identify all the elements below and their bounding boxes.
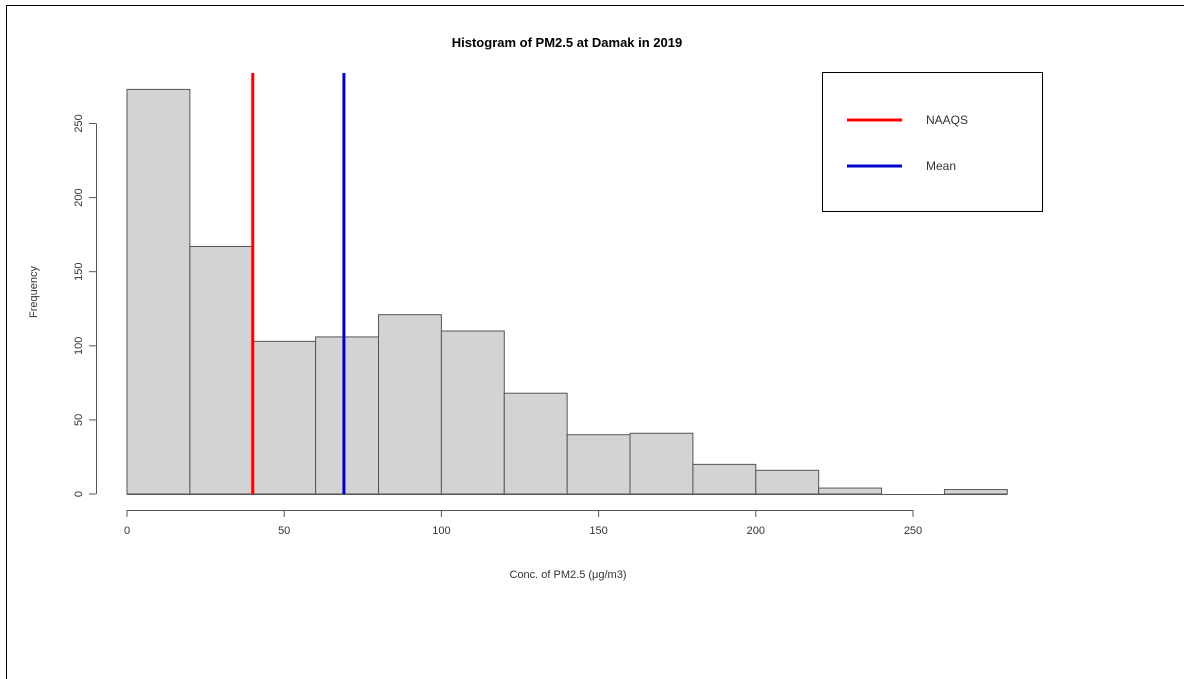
histogram-bar-10 bbox=[755, 469, 820, 495]
x-tick-label-0: 0 bbox=[124, 525, 130, 537]
y-axis: 0 50 100 150 200 250 bbox=[73, 114, 97, 497]
x-tick-label-100: 100 bbox=[432, 525, 450, 537]
legend-label-naaqs: NAAQS bbox=[926, 113, 968, 127]
x-axis: 0 50 100 150 200 250 bbox=[124, 510, 922, 537]
histogram-bar-13 bbox=[943, 489, 1008, 495]
y-tick-label-200: 200 bbox=[73, 188, 85, 206]
y-axis-label: Frequency bbox=[28, 266, 40, 318]
reference-lines bbox=[251, 73, 346, 494]
x-tick-label-250: 250 bbox=[904, 525, 922, 537]
histogram-bar-2 bbox=[252, 340, 317, 495]
histogram-bar-8 bbox=[629, 432, 694, 495]
histogram-bar-11 bbox=[818, 487, 883, 495]
histogram-bars bbox=[126, 88, 1008, 495]
x-tick-label-200: 200 bbox=[747, 525, 765, 537]
histogram-bar-0 bbox=[126, 88, 191, 495]
histogram-bar-3 bbox=[315, 336, 380, 495]
legend-label-mean: Mean bbox=[926, 159, 956, 173]
legend-box bbox=[822, 72, 1043, 212]
histogram-bar-9 bbox=[692, 463, 757, 495]
x-tick-label-50: 50 bbox=[278, 525, 290, 537]
histogram-bar-4 bbox=[378, 314, 442, 495]
histogram-bar-6 bbox=[503, 392, 568, 495]
y-tick-label-0: 0 bbox=[73, 491, 85, 497]
legend: NAAQS Mean bbox=[822, 72, 1043, 212]
x-tick-label-150: 150 bbox=[589, 525, 607, 537]
y-tick-label-150: 150 bbox=[73, 263, 85, 281]
x-axis-label: Conc. of PM2.5 (μg/m3) bbox=[510, 569, 627, 581]
chart-title: Histogram of PM2.5 at Damak in 2019 bbox=[452, 35, 682, 50]
histogram-bar-7 bbox=[566, 434, 631, 495]
histogram-bar-5 bbox=[440, 330, 505, 495]
y-tick-label-250: 250 bbox=[73, 114, 85, 132]
histogram-bar-1 bbox=[189, 246, 254, 495]
y-tick-label-50: 50 bbox=[73, 414, 85, 426]
y-tick-label-100: 100 bbox=[73, 337, 85, 355]
